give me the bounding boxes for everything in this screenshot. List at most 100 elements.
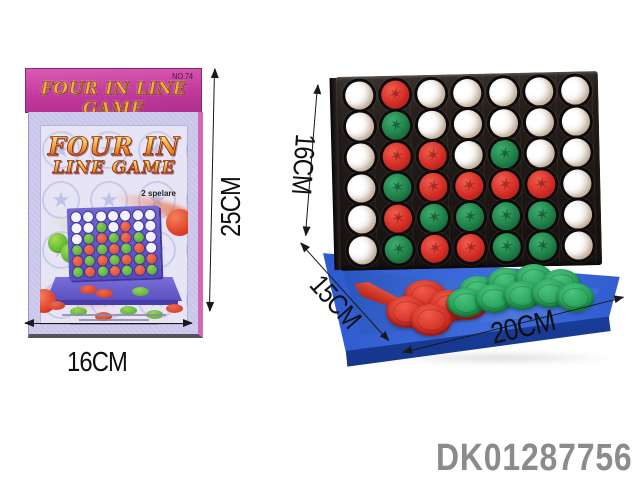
red-disc-in-grid: ✶	[419, 172, 448, 202]
empty-hole	[145, 242, 157, 253]
empty-hole	[563, 199, 593, 229]
red-disc-in-grid: ✶	[380, 80, 410, 110]
green-disc-in-grid	[84, 255, 96, 266]
green-disc-in-grid	[108, 232, 119, 243]
green-disc-in-grid: ✶	[527, 200, 557, 230]
disc-star-imprint: ✶	[426, 237, 444, 259]
empty-hole	[454, 140, 483, 170]
red-disc-in-grid: ✶	[383, 204, 413, 233]
star-watermark: ★	[138, 131, 176, 169]
red-disc-in-grid	[133, 242, 144, 253]
empty-hole	[416, 79, 446, 109]
fine-print-line	[79, 319, 149, 321]
scattered-green-disc	[120, 306, 137, 315]
illustration-stand-base	[46, 277, 182, 301]
box-players-label: 2 spelare	[141, 189, 176, 198]
empty-hole	[145, 220, 156, 231]
green-disc-in-grid: ✶	[490, 139, 519, 169]
empty-hole	[71, 233, 83, 244]
empty-hole	[488, 78, 518, 107]
grid-height-label: 16CM	[285, 132, 322, 196]
scattered-red-disc	[95, 312, 112, 321]
disc-star-imprint: ✶	[423, 144, 442, 167]
box-top-flap: NO.74 FOUR IN LINE GAME	[25, 68, 202, 119]
red-disc-in-grid: ✶	[420, 234, 450, 263]
green-disc-in-grid: ✶	[384, 234, 414, 264]
empty-hole	[132, 220, 144, 231]
empty-hole	[453, 109, 483, 139]
green-disc-in-grid	[122, 264, 133, 276]
green-disc-in-grid: ✶	[491, 201, 521, 231]
red-disc-in-grid	[72, 255, 83, 266]
green-disc-in-grid	[97, 265, 108, 277]
green-disc-in-grid	[96, 243, 108, 255]
empty-hole	[344, 81, 374, 111]
disc-star-imprint: ✶	[495, 143, 514, 165]
empty-hole	[489, 109, 519, 138]
empty-hole	[346, 143, 375, 172]
empty-hole	[345, 112, 375, 142]
green-disc-in-grid: ✶	[419, 203, 449, 232]
flying-red-disc	[166, 209, 188, 236]
box-width-label: 16CM	[66, 346, 128, 377]
tray-red-disc	[410, 304, 452, 336]
empty-hole	[452, 79, 482, 108]
disc-star-imprint: ✶	[462, 236, 480, 258]
empty-hole	[83, 222, 95, 233]
green-disc-in-grid: ✶	[455, 202, 485, 232]
empty-hole	[417, 110, 447, 140]
green-disc-in-grid: ✶	[528, 231, 558, 261]
red-disc-in-grid	[121, 253, 133, 265]
star-watermark: ★	[42, 131, 80, 169]
disc-star-imprint: ✶	[533, 203, 551, 226]
box-fine-print	[40, 311, 188, 325]
green-disc-in-grid	[133, 231, 144, 242]
red-disc-in-grid	[134, 264, 145, 275]
disc-star-imprint: ✶	[498, 235, 516, 257]
empty-hole	[145, 231, 156, 242]
box-front: ★★★★★★★★★★★★★★★★ FOUR IN LINE GAME 2 spe…	[28, 112, 203, 338]
disc-star-imprint: ✶	[497, 204, 515, 227]
red-disc-in-grid	[96, 232, 107, 244]
disc-star-imprint: ✶	[387, 114, 405, 137]
empty-hole	[560, 76, 590, 106]
empty-hole	[562, 138, 591, 167]
green-disc-in-grid	[72, 244, 83, 255]
empty-hole	[347, 204, 377, 234]
empty-hole	[144, 209, 156, 220]
scattered-green-disc	[132, 287, 149, 296]
red-disc-in-grid: ✶	[455, 171, 484, 201]
red-disc-in-grid	[146, 253, 157, 264]
box-title-line1: FOUR IN	[40, 132, 188, 162]
empty-hole	[132, 209, 143, 220]
red-disc-in-grid	[120, 231, 132, 243]
green-disc-in-grid: ✶	[381, 111, 411, 141]
disc-star-imprint: ✶	[424, 175, 443, 197]
scattered-red-disc	[48, 301, 65, 310]
scattered-green-disc	[70, 307, 87, 316]
disc-star-imprint: ✶	[387, 145, 406, 167]
red-disc-in-grid	[109, 265, 121, 276]
star-watermark: ★	[186, 231, 188, 269]
empty-hole	[83, 211, 94, 222]
fine-print-line	[70, 324, 158, 325]
box-item-number: NO.74	[172, 72, 193, 81]
scattered-red-disc	[96, 289, 113, 298]
empty-hole	[524, 77, 554, 107]
empty-hole	[562, 169, 592, 198]
disc-star-imprint: ✶	[388, 176, 407, 198]
disc-rim-line	[416, 309, 447, 331]
red-disc-in-grid: ✶	[382, 142, 411, 172]
star-watermark: ★	[90, 131, 128, 169]
box-title-line2: LINE GAME	[40, 158, 188, 179]
red-disc-in-grid: ✶	[418, 141, 447, 171]
fine-print-line	[62, 314, 166, 316]
disc-star-imprint: ✶	[461, 205, 479, 227]
empty-hole	[108, 221, 119, 232]
red-disc-in-grid: ✶	[527, 169, 556, 199]
empty-hole	[526, 139, 555, 168]
empty-hole	[348, 235, 378, 265]
empty-hole	[525, 108, 555, 137]
red-disc-in-grid	[97, 254, 108, 266]
disc-star-imprint: ✶	[460, 174, 479, 197]
